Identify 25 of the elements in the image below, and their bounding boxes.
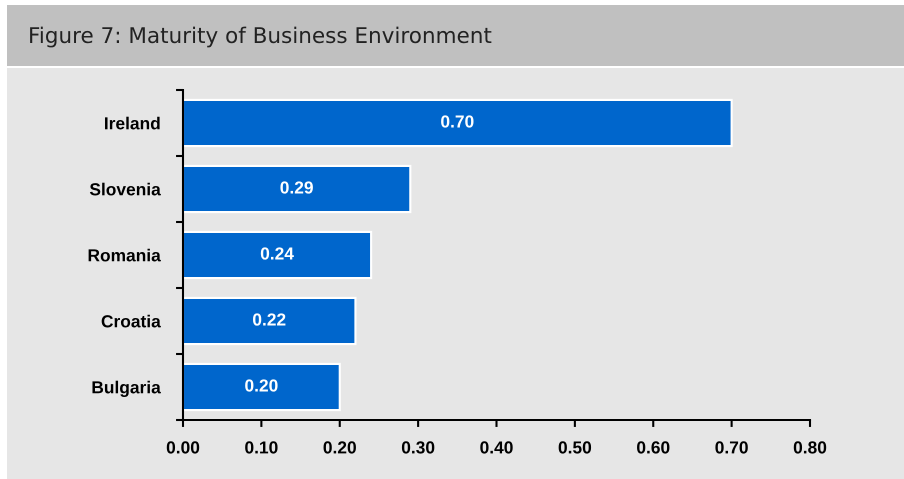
data-label: 0.20: [245, 379, 278, 392]
bar: [183, 164, 412, 214]
x-tick-label: 0.30: [402, 441, 434, 454]
bar: [183, 230, 372, 280]
x-tick-label: 0.80: [794, 441, 826, 454]
x-tick-label: 0.20: [324, 441, 356, 454]
bar: [183, 296, 356, 346]
chart-title: Figure 7: Maturity of Business Environment: [30, 26, 492, 48]
y-tick-label: Slovenia: [90, 182, 161, 196]
data-label: 0.29: [280, 181, 313, 194]
y-tick-label: Bulgaria: [92, 380, 161, 397]
y-tick-label: Croatia: [102, 314, 161, 328]
data-label: 0.22: [253, 313, 286, 326]
x-tick-label: 0.70: [715, 441, 748, 454]
data-label: 0.24: [260, 247, 294, 260]
x-tick-label: 0.10: [245, 441, 278, 454]
bar: [183, 362, 341, 412]
x-tick-label: 0.60: [637, 441, 670, 454]
data-label: 0.70: [441, 115, 474, 128]
x-tick-label: 0.00: [166, 441, 200, 454]
x-tick-label: 0.40: [480, 441, 513, 454]
bar: [183, 98, 733, 148]
y-tick-label: Ireland: [105, 116, 160, 130]
x-tick-label: 0.50: [558, 441, 592, 454]
y-tick-label: Romania: [88, 248, 161, 262]
